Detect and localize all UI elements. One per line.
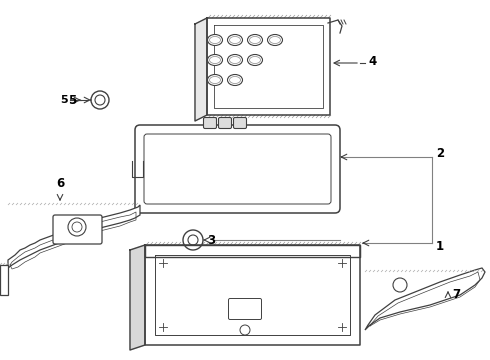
Ellipse shape — [247, 54, 263, 66]
Ellipse shape — [229, 36, 241, 44]
Ellipse shape — [207, 54, 222, 66]
Polygon shape — [5, 205, 140, 270]
Ellipse shape — [227, 54, 243, 66]
Ellipse shape — [249, 57, 261, 63]
Ellipse shape — [249, 36, 261, 44]
Text: 3: 3 — [207, 234, 215, 247]
Ellipse shape — [229, 77, 241, 84]
Polygon shape — [130, 245, 145, 350]
Polygon shape — [195, 18, 207, 121]
Polygon shape — [145, 245, 360, 257]
FancyBboxPatch shape — [144, 134, 331, 204]
Ellipse shape — [227, 75, 243, 86]
Text: 4: 4 — [368, 54, 376, 68]
Polygon shape — [207, 18, 330, 115]
Ellipse shape — [247, 35, 263, 45]
FancyBboxPatch shape — [135, 125, 340, 213]
Text: 2: 2 — [436, 147, 444, 159]
Ellipse shape — [270, 36, 280, 44]
Ellipse shape — [210, 57, 220, 63]
Text: 6: 6 — [56, 176, 64, 189]
Ellipse shape — [229, 57, 241, 63]
Ellipse shape — [210, 77, 220, 84]
FancyBboxPatch shape — [219, 117, 231, 129]
Ellipse shape — [207, 35, 222, 45]
Text: 7: 7 — [452, 288, 460, 302]
Text: 1: 1 — [436, 240, 444, 253]
Circle shape — [68, 218, 86, 236]
Polygon shape — [365, 268, 485, 330]
FancyBboxPatch shape — [234, 117, 246, 129]
FancyBboxPatch shape — [228, 298, 262, 320]
Circle shape — [183, 230, 203, 250]
Text: 5: 5 — [60, 95, 68, 105]
Circle shape — [95, 95, 105, 105]
Circle shape — [91, 91, 109, 109]
Polygon shape — [145, 245, 360, 345]
FancyBboxPatch shape — [203, 117, 217, 129]
Polygon shape — [0, 265, 8, 295]
Ellipse shape — [227, 35, 243, 45]
Circle shape — [393, 278, 407, 292]
Ellipse shape — [268, 35, 283, 45]
Ellipse shape — [210, 36, 220, 44]
Text: 5: 5 — [68, 94, 76, 107]
Circle shape — [240, 325, 250, 335]
Circle shape — [72, 222, 82, 232]
FancyBboxPatch shape — [53, 215, 102, 244]
Circle shape — [188, 235, 198, 245]
Ellipse shape — [207, 75, 222, 86]
